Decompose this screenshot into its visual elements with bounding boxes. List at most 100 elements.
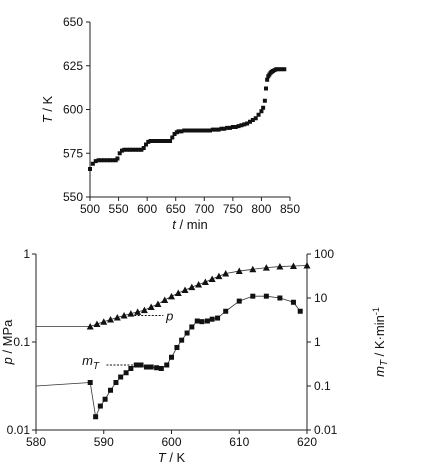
data-point bbox=[264, 86, 268, 91]
mT-data-point bbox=[250, 293, 256, 299]
top-y-tick-label: 600 bbox=[63, 103, 83, 117]
bottom-x-axis-label: T / K bbox=[158, 450, 186, 465]
data-point bbox=[117, 151, 122, 156]
mT-data-point bbox=[118, 374, 124, 380]
data-point bbox=[256, 112, 261, 117]
p-data-point bbox=[208, 275, 216, 282]
mT-data-point bbox=[113, 380, 119, 386]
mT-data-point bbox=[263, 293, 269, 299]
data-point bbox=[162, 139, 167, 143]
mT-data-point bbox=[189, 324, 195, 330]
data-point bbox=[250, 118, 255, 122]
bottom-x-tick-label: 600 bbox=[161, 435, 181, 449]
data-point bbox=[210, 127, 215, 132]
p-data-point bbox=[161, 296, 169, 304]
data-point bbox=[228, 125, 232, 130]
data-point bbox=[236, 124, 241, 129]
mT-data-point bbox=[215, 315, 221, 321]
data-point bbox=[133, 147, 138, 152]
top-y-axis-label: T / K bbox=[40, 95, 55, 123]
data-point bbox=[202, 128, 207, 133]
bottom-right-y-tick-label: 10 bbox=[314, 291, 328, 305]
p-data-point bbox=[134, 308, 142, 315]
data-point bbox=[190, 128, 195, 133]
data-point bbox=[176, 129, 181, 134]
p-data-point bbox=[168, 292, 175, 300]
p-data-point bbox=[174, 289, 182, 297]
data-point bbox=[230, 125, 235, 129]
data-point bbox=[265, 77, 270, 82]
p-data-point bbox=[303, 262, 311, 269]
bottom-x-tick-label: 580 bbox=[26, 435, 46, 449]
p-data-point bbox=[235, 267, 243, 275]
mT-data-point bbox=[277, 295, 283, 301]
data-point bbox=[139, 147, 144, 152]
p-data-point bbox=[147, 303, 155, 310]
mT-data-point bbox=[164, 362, 170, 368]
p-data-point bbox=[195, 281, 203, 288]
mT-data-point bbox=[204, 318, 210, 324]
mT-series-line bbox=[89, 295, 301, 419]
mT-annotation-label: mT bbox=[82, 353, 100, 372]
data-point bbox=[259, 109, 264, 114]
top-y-tick-label: 625 bbox=[63, 59, 83, 73]
top-y-tick-label: 550 bbox=[63, 190, 83, 204]
data-point bbox=[96, 158, 101, 163]
data-point bbox=[279, 67, 284, 72]
top-x-tick-label: 650 bbox=[166, 202, 186, 216]
p-data-point bbox=[262, 264, 270, 271]
data-point bbox=[115, 156, 120, 161]
p-data-point bbox=[113, 313, 121, 321]
bottom-x-tick-label: 620 bbox=[297, 435, 317, 449]
p-data-point bbox=[188, 283, 196, 291]
bottom-x-tick-label: 590 bbox=[94, 435, 114, 449]
chart-top: 500 550 600 650 700 750 800 850550575600625650 … bbox=[40, 15, 300, 232]
mT-data-point bbox=[108, 387, 114, 393]
mT-data-point bbox=[297, 308, 303, 314]
p-data-point bbox=[249, 265, 257, 273]
data-point bbox=[253, 116, 258, 121]
data-point bbox=[102, 158, 107, 163]
data-point bbox=[274, 67, 279, 72]
data-point bbox=[170, 135, 175, 140]
data-point bbox=[99, 158, 104, 163]
data-point bbox=[216, 127, 221, 132]
p-annotation-label: p bbox=[165, 309, 173, 324]
top-y-tick-label: 575 bbox=[63, 146, 83, 160]
top-x-tick-label: 600 bbox=[137, 202, 157, 216]
data-point bbox=[205, 128, 210, 133]
mT-data-point bbox=[138, 362, 144, 368]
mT-data-point bbox=[97, 403, 103, 409]
top-x-tick-label: 850 bbox=[280, 202, 300, 216]
mT-data-point bbox=[102, 396, 108, 402]
data-point bbox=[90, 161, 95, 166]
bottom-right-y-tick-label: 100 bbox=[314, 247, 334, 261]
p-data-point bbox=[201, 278, 209, 286]
mT-data-point bbox=[128, 365, 134, 371]
p-data-point bbox=[289, 262, 297, 270]
p-data-point bbox=[154, 300, 162, 308]
data-point bbox=[150, 139, 155, 143]
data-point bbox=[239, 123, 244, 128]
top-y-tick-label: 650 bbox=[63, 15, 83, 29]
mT-data-point bbox=[143, 364, 149, 370]
data-point bbox=[245, 121, 250, 126]
data-point bbox=[125, 147, 130, 152]
mT-data-point bbox=[93, 414, 99, 420]
data-point bbox=[122, 147, 127, 152]
data-point bbox=[120, 148, 124, 153]
data-point bbox=[105, 158, 110, 163]
data-point bbox=[159, 139, 164, 143]
data-point bbox=[233, 125, 238, 129]
bottom-right-y-tick-label: 1 bbox=[314, 335, 321, 349]
data-point bbox=[199, 128, 204, 133]
top-x-tick-label: 750 bbox=[223, 202, 243, 216]
mT-data-point bbox=[169, 354, 174, 360]
data-point bbox=[262, 98, 267, 103]
bottom-left-y-tick-label: 1 bbox=[23, 247, 30, 261]
top-x-tick-label: 700 bbox=[194, 202, 214, 216]
mT-prestart-line bbox=[35, 382, 91, 387]
top-x-tick-label: 550 bbox=[109, 202, 129, 216]
